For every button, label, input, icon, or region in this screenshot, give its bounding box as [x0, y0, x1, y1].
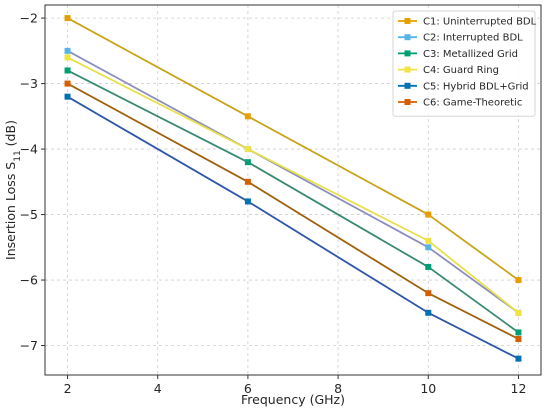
data-point	[64, 93, 71, 100]
legend-swatch-marker	[404, 34, 411, 41]
data-point	[425, 290, 432, 297]
data-point	[64, 15, 71, 22]
y-axis-label-unit: (dB)	[3, 120, 18, 150]
y-tick-label: −5	[20, 207, 38, 222]
x-tick-label: 10	[420, 381, 436, 396]
y-axis-label-subscript: 11	[13, 150, 23, 161]
y-tick-label: −2	[20, 11, 38, 26]
legend-label: C3: Metallized Grid	[423, 49, 518, 60]
x-axis-label: Frequency (GHz)	[241, 392, 345, 407]
data-point	[64, 54, 71, 61]
data-point	[64, 67, 71, 74]
y-tick-label: −7	[20, 338, 38, 353]
legend-label: C2: Interrupted BDL	[423, 33, 523, 44]
legend-swatch-marker	[404, 82, 411, 89]
data-point	[515, 329, 522, 336]
legend-swatch-marker	[404, 50, 411, 57]
data-point	[425, 237, 432, 244]
y-tick-label: −4	[20, 142, 38, 157]
data-point	[515, 355, 522, 362]
series-line	[67, 50, 519, 314]
legend-label: C4: Guard Ring	[423, 65, 499, 76]
data-point	[425, 263, 432, 270]
legend-swatch-marker	[404, 99, 411, 105]
data-point	[425, 211, 432, 218]
data-point	[515, 309, 522, 316]
y-tick-label: −6	[20, 273, 38, 288]
legend-box	[392, 10, 536, 117]
y-axis-label: Insertion Loss S11 (dB)	[3, 120, 23, 260]
data-point	[515, 277, 522, 284]
y-tick-label: −3	[20, 76, 38, 91]
axis-ticks: 2 4 6 8 10 12 −2 −3 −4 −5 −6 −7	[20, 11, 527, 396]
legend-label: C1: Uninterrupted BDL	[423, 17, 537, 28]
series-line	[67, 69, 519, 334]
x-tick-label: 2	[64, 381, 72, 396]
data-point	[244, 198, 251, 205]
legend: C1: Uninterrupted BDL C2: Interrupted BDL…	[392, 10, 537, 117]
series-line	[67, 17, 519, 281]
series-line	[67, 56, 520, 314]
series-line	[67, 95, 519, 360]
legend-swatch-marker	[404, 18, 411, 24]
data-point	[515, 335, 522, 342]
data-point	[64, 47, 71, 54]
series-lines	[67, 17, 520, 360]
data-point	[425, 244, 432, 251]
legend-swatch-marker	[404, 66, 411, 73]
x-tick-label: 8	[334, 381, 342, 396]
data-point	[244, 113, 251, 120]
data-point	[64, 80, 71, 87]
legend-label: C6: Game-Theoretic	[423, 98, 522, 109]
data-point	[244, 159, 251, 166]
data-point	[244, 178, 251, 185]
plot-frame	[44, 4, 542, 376]
x-tick-label: 12	[511, 381, 527, 396]
x-tick-label: 4	[154, 381, 162, 396]
data-point	[425, 309, 432, 316]
y-axis-label-main: Insertion Loss S	[3, 162, 18, 260]
legend-label: C5: Hybrid BDL+Grid	[423, 81, 529, 92]
series-line	[67, 82, 519, 340]
x-tick-label: 6	[244, 381, 252, 396]
data-point	[244, 146, 251, 153]
series-markers	[64, 15, 522, 362]
